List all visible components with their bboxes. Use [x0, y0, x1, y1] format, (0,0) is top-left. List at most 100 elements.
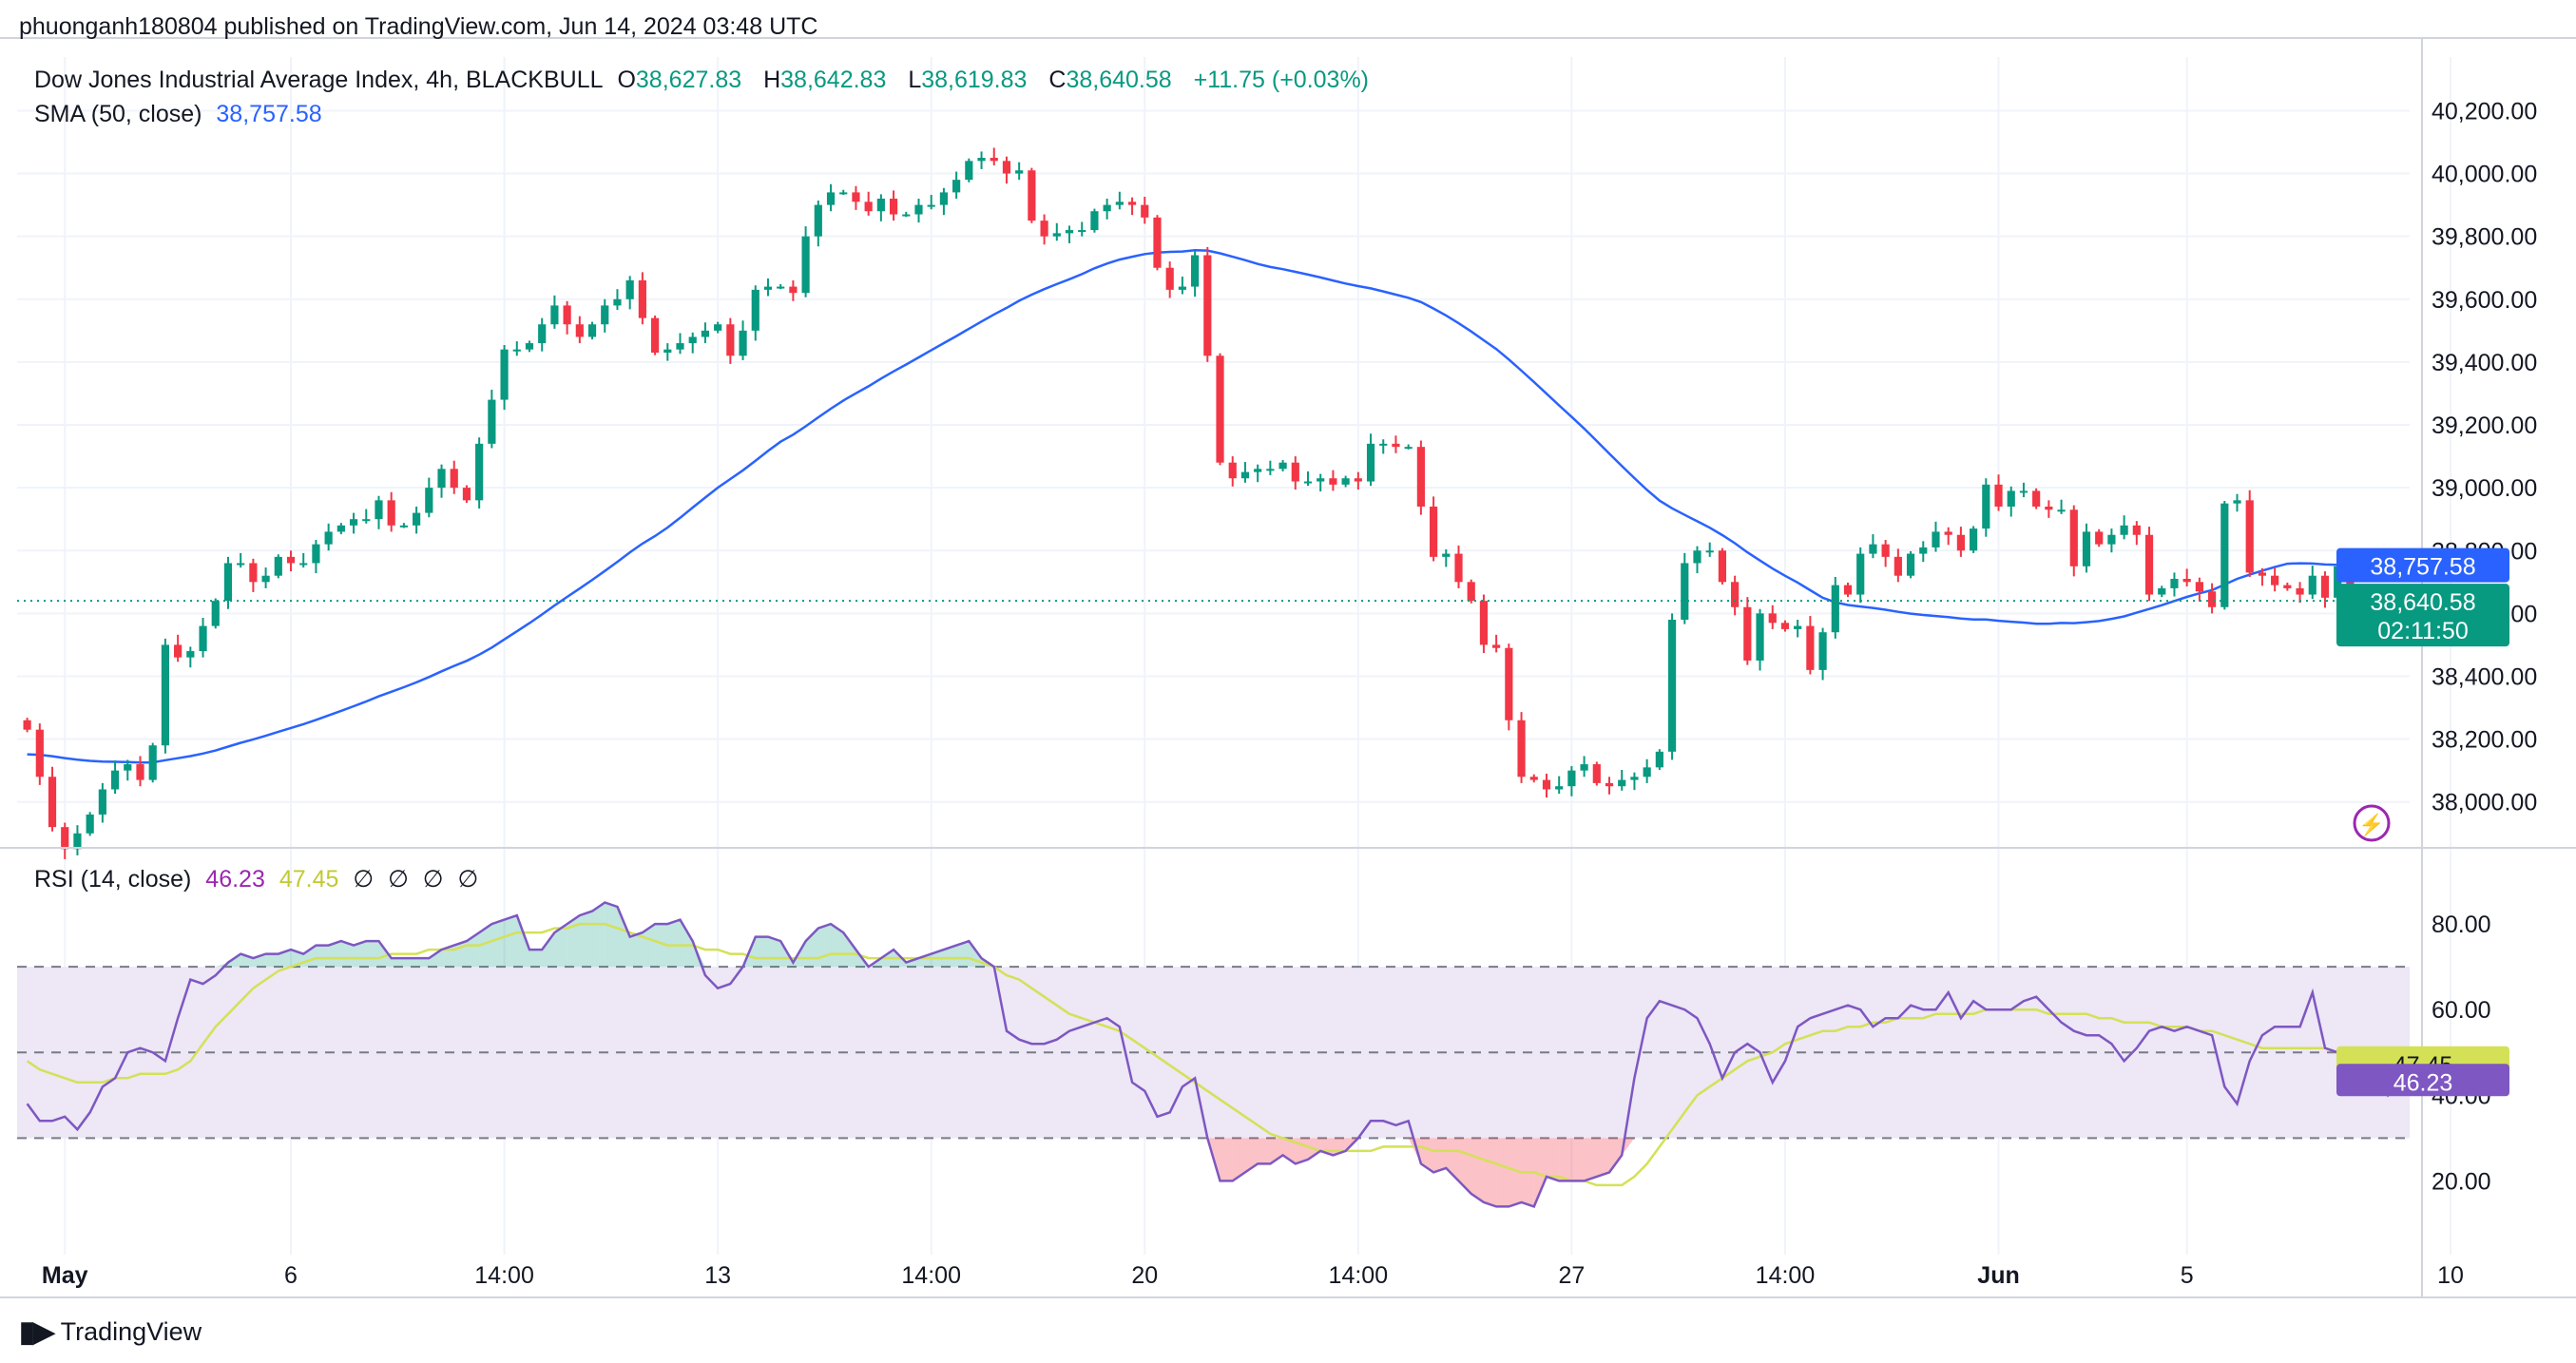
candle-body [2346, 566, 2355, 602]
candle-body [2032, 490, 2041, 507]
x-tick-label: 5 [2181, 1262, 2194, 1289]
x-tick-label: 20 [1131, 1262, 1158, 1289]
rsi-overbought-fill [655, 924, 668, 968]
candle-body [1479, 601, 1489, 645]
rsi-lines [26, 901, 2426, 1208]
candle-body [249, 563, 258, 583]
candle-body [1994, 484, 2003, 507]
rsi-overbought-fill [316, 945, 329, 968]
x-tick-label: 6 [284, 1262, 298, 1289]
candle-body [124, 764, 132, 771]
candle-body [312, 544, 320, 564]
symbol-title[interactable]: Dow Jones Industrial Average Index, 4h, … [34, 67, 604, 93]
candle-body [223, 563, 233, 602]
candle-body [1291, 462, 1299, 482]
candle-body [1731, 582, 1740, 607]
rsi-overbought-fill [629, 932, 643, 968]
candle-body [739, 330, 747, 356]
candle-body [2308, 575, 2316, 595]
tradingview-brand[interactable]: ▮▶ TradingView [19, 1315, 202, 1349]
candle-body [1366, 443, 1375, 482]
candle-body [1141, 204, 1149, 218]
candle-body [211, 601, 220, 626]
candle-body [1529, 777, 1538, 780]
rsi-overbought-fill [642, 924, 656, 968]
candle-body [475, 443, 484, 501]
rsi-label: RSI (14, close) [34, 866, 192, 893]
rsi-ma-line [26, 922, 2426, 1187]
price-tick-label: 39,400.00 [2432, 350, 2537, 376]
rsi-overbought-fill [542, 932, 555, 968]
candle-body [387, 500, 395, 526]
ohlc-open: O38,627.83 [617, 67, 742, 93]
price-tick-label: 40,200.00 [2432, 98, 2537, 125]
rsi-overbought-fill [617, 907, 630, 968]
candle-body [35, 729, 44, 777]
candle-body [1078, 230, 1086, 233]
x-tick-label: Jun [1977, 1262, 2019, 1289]
candle-body [2082, 531, 2091, 566]
rsi-overbought-fill [516, 915, 529, 968]
candle-body [2120, 525, 2128, 535]
rsi-oversold-fill [1244, 1138, 1259, 1173]
price-tick-label: 38,000.00 [2432, 790, 2537, 816]
price-tick-label: 38,200.00 [2432, 727, 2537, 754]
na-value: ∅ [388, 866, 409, 893]
candle-body [965, 161, 973, 181]
candle-body [550, 305, 559, 325]
candle-body [462, 488, 471, 501]
x-tick-label: 14:00 [901, 1262, 961, 1289]
rsi-overbought-fill [943, 945, 957, 968]
candle-body [2019, 490, 2028, 493]
price-tick-label: 39,800.00 [2432, 224, 2537, 251]
candle-body [1153, 217, 1162, 268]
rsi-overbought-fill [429, 950, 442, 968]
candle-body [864, 202, 873, 212]
price-tick-label: 40,000.00 [2432, 162, 2537, 188]
rsi-overbought-fill [817, 924, 832, 968]
x-tick-label: 14:00 [474, 1262, 534, 1289]
candle-body [1203, 255, 1212, 356]
rsi-overbought-fill [328, 941, 341, 968]
candle-body [625, 279, 634, 299]
candle-body [939, 192, 949, 205]
rsi-oversold-fill [1433, 1138, 1447, 1173]
candle-body [2271, 575, 2279, 586]
candle-body [1932, 531, 1940, 547]
rsi-legend[interactable]: RSI (14, close) 46.23 47.45 ∅ ∅ ∅ ∅ [34, 865, 486, 893]
x-tick-label: 27 [1558, 1262, 1585, 1289]
candle-body [2007, 490, 2015, 507]
x-tick-label: 14:00 [1329, 1262, 1389, 1289]
candle-body [726, 324, 735, 356]
na-value: ∅ [353, 866, 375, 893]
candle-body [1040, 221, 1048, 237]
candle-body [676, 343, 684, 350]
rsi-overbought-fill [605, 902, 618, 968]
candle-body [186, 651, 195, 658]
lightning-icon-glyph: ⚡ [2358, 813, 2384, 837]
candle-body [1693, 550, 1701, 564]
candle-body [1667, 619, 1677, 752]
candle-body [512, 349, 521, 352]
candle-body [1542, 779, 1551, 790]
candle-body [2045, 506, 2053, 510]
price-change: +11.75 (+0.03%) [1193, 67, 1370, 93]
candle-body [1467, 582, 1475, 602]
rsi-overbought-fill [466, 932, 480, 968]
candle-body [1492, 644, 1501, 648]
candle-body [1115, 202, 1124, 205]
price-tick-label: 39,000.00 [2432, 475, 2537, 502]
rsi-oversold-fill [1220, 1138, 1233, 1181]
candle-body [1630, 777, 1639, 780]
rsi-overbought-fill [831, 924, 844, 968]
sma-legend[interactable]: SMA (50, close) 38,757.58 [34, 101, 330, 128]
candle-body [814, 204, 822, 237]
candle-body [261, 575, 270, 583]
candle-body [826, 192, 836, 205]
candle-body [1681, 563, 1689, 620]
x-tick-label: 14:00 [1756, 1262, 1816, 1289]
candle-body [638, 279, 646, 318]
candle-body [876, 199, 885, 212]
